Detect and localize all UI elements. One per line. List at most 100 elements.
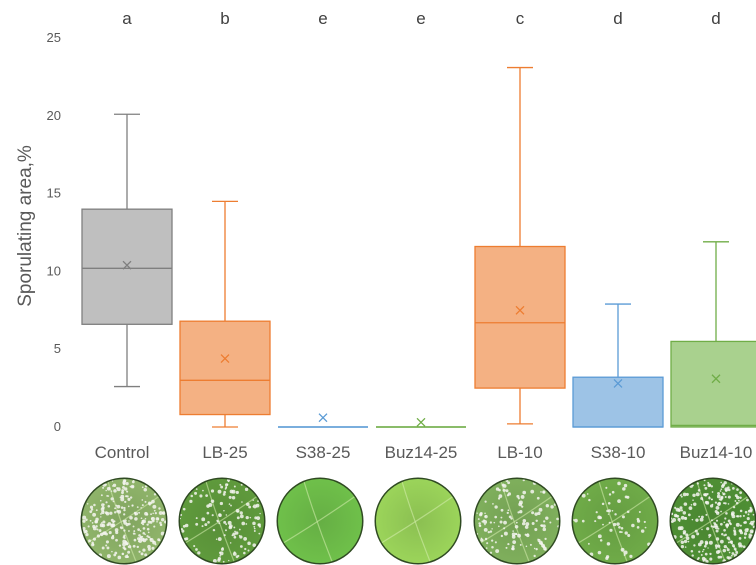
spore-dot [533, 547, 536, 550]
spore-dot [133, 530, 136, 533]
spore-dot [127, 505, 130, 508]
spore-dot [500, 516, 503, 519]
spore-dot [531, 522, 535, 525]
leaf-vein [180, 491, 264, 547]
spore-dot [144, 533, 146, 536]
spore-dot [698, 550, 701, 553]
spore-dot [626, 510, 630, 514]
spore-dot [544, 548, 547, 551]
spore-dot [680, 540, 685, 545]
spore-dot [533, 554, 536, 558]
spore-dot [102, 510, 105, 513]
spore-dot [514, 532, 518, 536]
spore-dot [719, 522, 723, 526]
spore-dot [121, 491, 124, 495]
spore-dot [612, 522, 617, 527]
spore-dot [727, 495, 731, 499]
spore-dot [133, 538, 137, 542]
spore-dot [136, 545, 140, 549]
spore-dot [236, 516, 240, 520]
leaf-vein [671, 491, 755, 547]
spore-dot [520, 495, 525, 499]
spore-dot [99, 499, 102, 502]
spore-dot [99, 523, 104, 528]
leaf-disc [573, 479, 657, 563]
spore-dot [720, 481, 722, 484]
spore-dot [235, 490, 239, 495]
iqr-box [81, 208, 173, 325]
spore-dot [184, 523, 189, 528]
spore-dot [193, 544, 196, 548]
spore-dot [152, 504, 157, 509]
spore-dot [717, 502, 721, 507]
spore-dot [95, 525, 98, 528]
spore-dot [483, 527, 488, 532]
spore-dot [256, 516, 261, 521]
spore-dot [522, 490, 527, 495]
spore-dot [110, 518, 114, 522]
spore-dot [519, 543, 522, 546]
leaf-disc-image [374, 477, 462, 565]
spore-dot [502, 488, 506, 492]
spore-dot [101, 521, 103, 524]
spore-dot [225, 529, 227, 532]
spore-dot [132, 532, 136, 535]
spore-dot [243, 551, 246, 555]
spore-dot [690, 504, 693, 506]
spore-dot [738, 545, 741, 548]
spore-dot [607, 513, 610, 515]
spore-dot [147, 547, 151, 551]
spore-dot [720, 488, 723, 491]
spore-dot [489, 530, 493, 533]
spore-dot [150, 513, 153, 516]
leaf-disc [278, 479, 362, 563]
spore-dot [128, 530, 130, 532]
spore-dot [620, 547, 625, 552]
spore-dot [484, 500, 487, 503]
spore-dot [506, 511, 509, 515]
spore-dot [217, 558, 221, 562]
spore-dot [679, 535, 683, 539]
spore-dot [694, 529, 698, 533]
category-label: LB-10 [497, 443, 542, 462]
spore-dot [494, 541, 497, 544]
spore-dot [739, 491, 743, 495]
spore-dot [195, 548, 198, 551]
spore-dot [180, 517, 182, 520]
spore-dot [220, 485, 224, 489]
spore-dot [511, 545, 515, 548]
spore-dot [131, 504, 134, 507]
spore-dot [693, 502, 697, 507]
spore-dot [701, 528, 703, 531]
spore-dot [677, 517, 681, 522]
spore-dot [122, 485, 125, 489]
spore-dot [142, 519, 146, 524]
spore-dot [189, 499, 193, 503]
spore-dot [100, 494, 103, 497]
spore-dot [707, 481, 710, 484]
spore-dot [721, 492, 724, 494]
spore-dot [707, 547, 709, 549]
spore-dot [529, 543, 532, 546]
box-s38-10 [572, 303, 664, 428]
spore-dot [717, 555, 721, 559]
spore-dot [100, 516, 102, 518]
spore-dot [505, 546, 508, 549]
spore-dot [738, 537, 742, 540]
spore-dot [701, 556, 706, 561]
spore-dot [724, 489, 728, 492]
spore-dot [703, 544, 707, 548]
spore-dot [709, 504, 714, 508]
spore-dot [700, 497, 704, 500]
spore-dot [723, 528, 726, 532]
spore-dot [556, 517, 559, 521]
spore-dot [140, 517, 143, 520]
spore-dot [144, 485, 148, 488]
spore-dot [739, 531, 744, 535]
spore-dot [145, 538, 148, 541]
spore-dot [714, 544, 718, 548]
spore-dot [739, 524, 742, 527]
spore-dot [149, 538, 154, 542]
spore-dot [484, 537, 488, 541]
spore-dot [100, 507, 105, 512]
